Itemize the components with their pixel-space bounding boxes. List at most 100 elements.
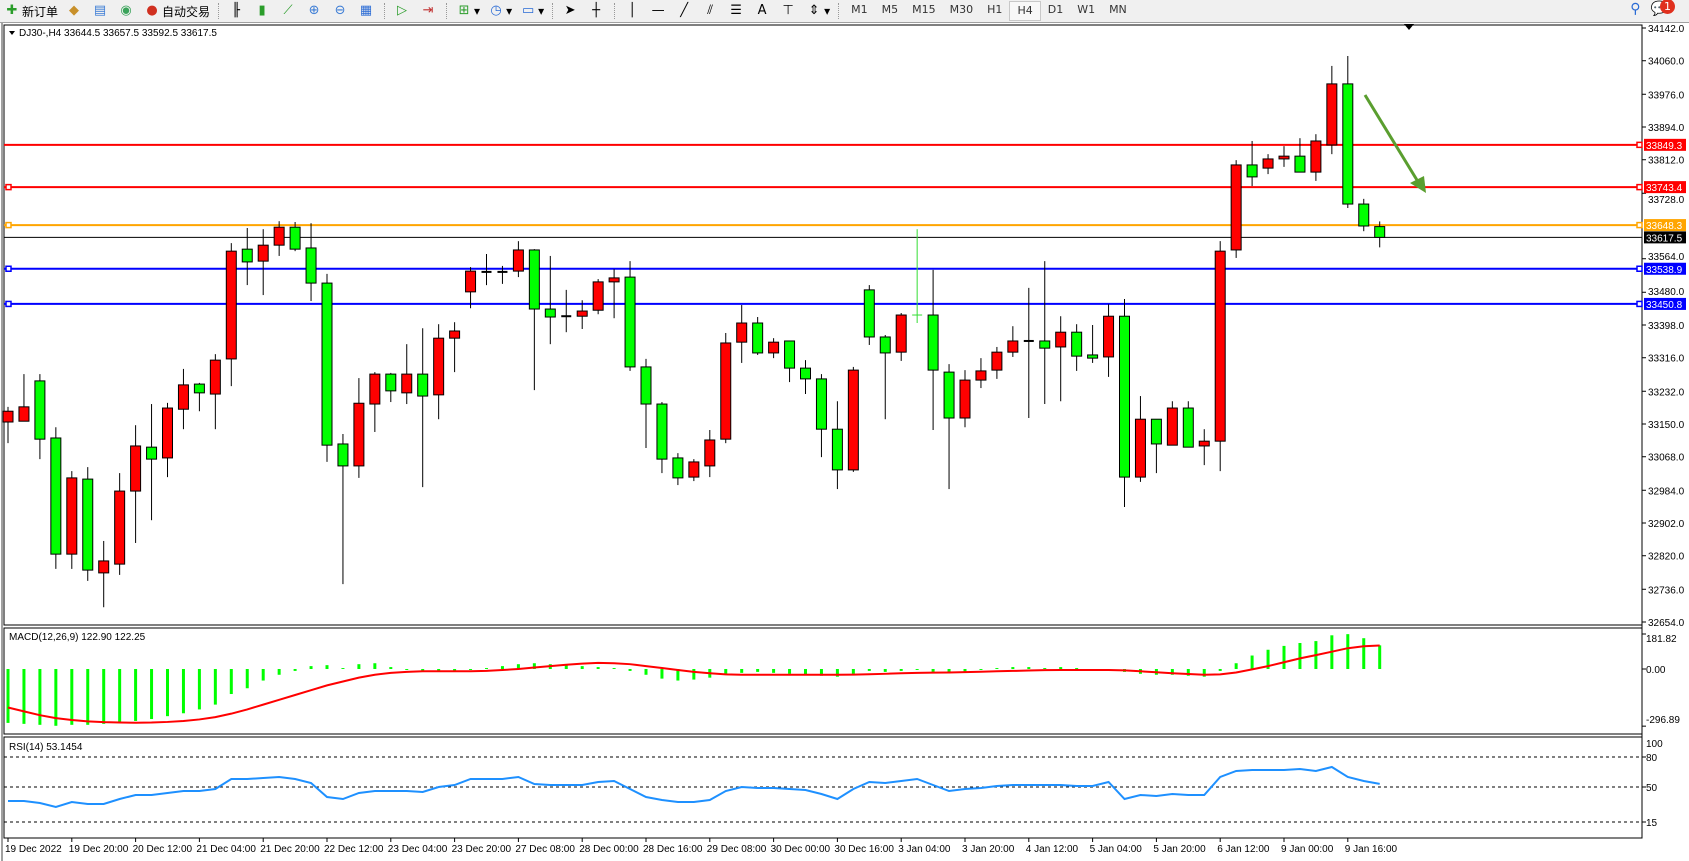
candle-body xyxy=(959,379,971,419)
fibonacci-button[interactable]: ☰ xyxy=(724,1,750,21)
price-tick-label: 33812.0 xyxy=(1648,156,1685,167)
fibonacci-icon: ☰ xyxy=(730,3,742,18)
candle-body xyxy=(672,457,684,479)
timeframe-m1[interactable]: M1 xyxy=(851,3,868,16)
timeframe-m15[interactable]: M15 xyxy=(912,3,936,16)
templates-button[interactable]: ▭ ▾ xyxy=(521,3,545,18)
trendline-button[interactable]: ╱ xyxy=(672,1,698,21)
candlestick-button[interactable]: ▮ xyxy=(250,1,276,21)
time-tick-label: 23 Dec 20:00 xyxy=(452,844,512,855)
signals-button[interactable]: ◉ xyxy=(114,1,140,21)
auto-trading-button[interactable]: ● 自动交易 xyxy=(140,1,214,21)
zoom-out-button[interactable]: ⊖ xyxy=(328,1,354,21)
time-tick-label: 20 Dec 12:00 xyxy=(133,844,193,855)
price-tick-label: 32736.0 xyxy=(1648,585,1685,596)
line-handle[interactable] xyxy=(5,300,12,308)
time-tick-label: 19 Dec 2022 xyxy=(5,844,62,855)
line-chart-button[interactable]: ⟋ xyxy=(276,1,302,21)
candle-body xyxy=(130,445,142,492)
time-tick-label: 21 Dec 20:00 xyxy=(260,844,320,855)
line-handle[interactable] xyxy=(5,265,12,273)
candle-body xyxy=(417,373,429,397)
line-handle[interactable] xyxy=(1636,183,1643,191)
timeframe-h4[interactable]: H4 xyxy=(1009,1,1041,21)
candle-body xyxy=(1119,315,1130,478)
new-order-button[interactable]: ✚ 新订单 xyxy=(0,1,62,21)
vertical-line-button[interactable]: │ xyxy=(620,1,646,21)
chat-button[interactable]: 💬1 xyxy=(1651,0,1683,17)
price-tick-label: 33564.0 xyxy=(1648,252,1685,263)
macd-tick-label: 181.82 xyxy=(1646,634,1677,645)
candle-body xyxy=(401,373,413,394)
navigator-button[interactable]: ▤ xyxy=(88,1,114,21)
text-button[interactable]: A xyxy=(750,1,776,21)
candle-body xyxy=(1342,83,1354,205)
vertical-line-icon: │ xyxy=(628,3,637,18)
candle-body xyxy=(66,477,78,555)
tile-icon: ▦ xyxy=(359,3,373,18)
candle-body xyxy=(1166,407,1178,446)
auto-scroll-button[interactable]: ▷ xyxy=(390,1,416,21)
candle-body xyxy=(1294,155,1306,173)
toolbar-separator xyxy=(384,3,386,19)
time-tick-label: 27 Dec 08:00 xyxy=(515,844,575,855)
chart-shift-button[interactable]: ⇥ xyxy=(416,1,442,21)
bar-chart-button[interactable]: ╟ xyxy=(224,1,250,21)
timeframe-d1[interactable]: D1 xyxy=(1047,3,1064,16)
candle-body xyxy=(528,249,540,310)
zoom-in-button[interactable]: ⊕ xyxy=(302,1,328,21)
candle-body xyxy=(1007,340,1019,353)
candle-body xyxy=(18,406,30,422)
candle-body xyxy=(640,366,652,405)
candle-body xyxy=(752,322,764,354)
line-handle[interactable] xyxy=(1636,221,1643,229)
crosshair-button[interactable]: ┼ xyxy=(584,1,610,21)
candle-body xyxy=(943,371,955,419)
timeframe-m30[interactable]: M30 xyxy=(949,3,974,16)
price-tick-label: 33398.0 xyxy=(1648,321,1685,332)
new-order-icon: ✚ xyxy=(6,3,18,18)
tile-windows-button[interactable]: ▦ xyxy=(354,1,380,21)
candle-body xyxy=(736,322,748,343)
horizontal-line-button[interactable]: — xyxy=(646,1,672,21)
line-handle[interactable] xyxy=(1636,141,1643,149)
signal-icon: ◉ xyxy=(120,3,132,18)
candle-body xyxy=(321,282,333,446)
candlestick-icon: ▮ xyxy=(258,3,266,18)
cursor-button[interactable]: ➤ xyxy=(558,1,584,21)
line-handle[interactable] xyxy=(5,221,12,229)
candle-body xyxy=(353,402,365,467)
time-tick-label: 22 Dec 12:00 xyxy=(324,844,384,855)
chart-header: DJ30-,H4 33644.5 33657.5 33592.5 33617.5 xyxy=(19,28,217,39)
candle-body xyxy=(1198,440,1210,447)
timeframe-m5[interactable]: M5 xyxy=(881,3,899,16)
text-icon: A xyxy=(757,3,767,18)
level-price-label: 33743.4 xyxy=(1646,183,1683,194)
template-icon: ▭ xyxy=(521,3,535,18)
line-handle[interactable] xyxy=(5,183,12,191)
candle-body xyxy=(162,407,173,459)
market-watch-button[interactable]: ◆ xyxy=(62,1,88,21)
toolbar: ✚ 新订单 ◆ ▤ ◉ ● 自动交易 ╟ ▮ ⟋ ⊕ ⊖ ▦ ▷ ⇥ ⊞ ▾ ◷ ▾ ▭… xyxy=(0,0,1689,23)
chart-shift-marker-icon[interactable] xyxy=(1404,24,1414,30)
timeframe-h1[interactable]: H1 xyxy=(987,3,1003,16)
line-handle[interactable] xyxy=(1636,265,1643,273)
line-handle[interactable] xyxy=(1636,300,1643,308)
candle-body xyxy=(768,341,780,354)
arrows-button[interactable]: ⇕ ▾ xyxy=(802,1,834,21)
candle-body xyxy=(1262,158,1274,169)
candle-body xyxy=(241,248,253,263)
level-price-badge xyxy=(1644,297,1686,310)
indicators-button[interactable]: ⊞ ▾ xyxy=(452,1,484,21)
collapse-triangle-icon[interactable] xyxy=(9,31,15,35)
text-label-button[interactable]: ⊤ xyxy=(776,1,802,21)
timeframe-mn[interactable]: MN xyxy=(1109,3,1127,16)
search-icon[interactable]: ⚲ xyxy=(1630,1,1641,17)
price-tick-label: 32984.0 xyxy=(1648,486,1685,497)
timeframe-w1[interactable]: W1 xyxy=(1077,3,1096,16)
level-price-badge xyxy=(1644,138,1686,151)
equidistant-channel-button[interactable]: ⫽ xyxy=(698,1,724,21)
periods-button[interactable]: ◷ ▾ xyxy=(484,1,516,21)
trend-arrow[interactable] xyxy=(1363,94,1422,186)
